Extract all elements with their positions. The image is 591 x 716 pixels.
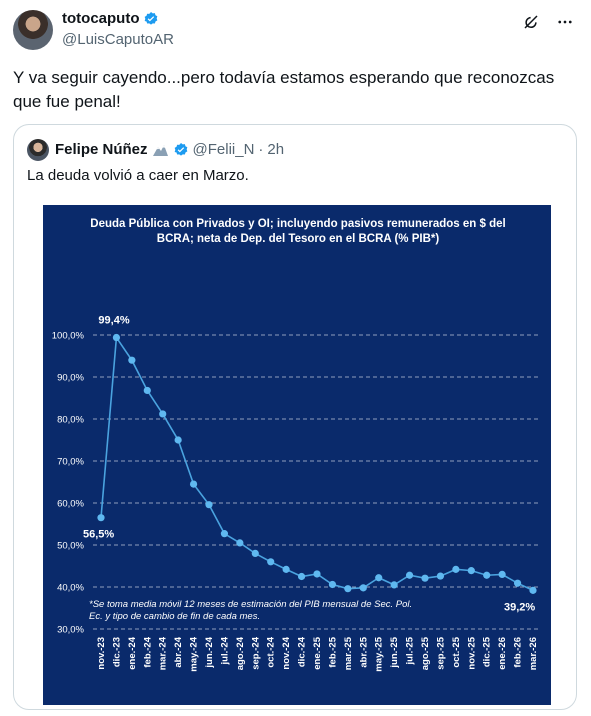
x-tick-label: mar.-25 [343,636,354,670]
data-point [513,579,522,587]
debt-chart-image[interactable]: Deuda Pública con Privados y OI; incluye… [43,205,551,705]
x-tick-label: dic.-23 [111,637,122,667]
x-tick-label: oct.-24 [266,636,277,667]
data-label: 56,5% [83,529,114,541]
x-tick-label: mar.-26 [528,637,539,670]
verified-badge-icon [174,142,187,156]
data-point [467,567,475,575]
x-tick-label: sep.-24 [250,636,261,669]
x-tick-label: abr.-25 [358,636,369,667]
author-handle[interactable]: @LuisCaputoAR [62,31,174,48]
data-point [143,386,151,395]
grok-icon[interactable] [521,12,541,32]
quoted-timestamp[interactable]: 2h [267,141,285,158]
x-tick-label: ene.-24 [127,636,138,669]
quoted-handle[interactable]: @Felii_N [192,141,255,158]
y-tick-label: 40,0% [57,583,84,594]
data-point [220,530,229,538]
data-point [436,572,445,580]
quoted-text: La deuda volvió a caer en Marzo. [27,167,249,184]
y-tick-label: 100,0% [52,331,85,342]
x-tick-label: feb.-24 [142,636,153,667]
x-tick-label: ene.-25 [312,636,323,669]
data-point [313,570,321,578]
x-tick-label: dic.-25 [482,636,493,667]
x-tick-label: ago.-24 [235,636,246,670]
chart-title: Deuda Pública con Privados y OI; incluye… [90,218,506,245]
x-tick-label: jun.-25 [389,636,400,668]
data-point [452,565,460,573]
x-tick-label: ago.-25 [420,636,431,670]
x-tick-label: ene.-26 [497,637,508,670]
tweet-actions-top [521,12,575,32]
data-point [112,333,121,342]
y-tick-label: 80,0% [57,415,84,426]
y-tick-label: 30,0% [57,625,84,636]
y-tick-label: 90,0% [57,373,84,384]
y-tick-label: 50,0% [57,541,84,552]
y-tick-label: 70,0% [57,457,84,468]
data-point [344,585,352,593]
x-tick-label: may.-25 [374,636,385,671]
x-tick-label: feb.-26 [513,637,524,668]
data-point [375,574,383,582]
data-point [267,558,275,566]
x-tick-label: dic.-24 [297,636,308,667]
data-point [405,571,414,579]
data-point [359,584,367,592]
data-point [251,549,259,557]
chart-footnote: *Se toma media móvil 12 meses de estimac… [89,599,413,622]
data-point [205,501,213,509]
quoted-tweet[interactable]: Felipe Núñez @Felii_N · 2h La deuda volv… [13,124,577,710]
mountain-emoji-icon [152,145,168,156]
series-line [100,335,534,592]
data-point [421,574,429,582]
x-tick-label: may.-24 [189,636,200,671]
data-label: 39,2% [504,601,535,613]
data-point [483,571,491,579]
more-icon[interactable] [555,12,575,32]
data-point [498,570,506,578]
x-tick-label: sep.-25 [435,636,446,669]
data-point [159,410,167,418]
data-point [189,480,198,488]
quoted-display-name[interactable]: Felipe Núñez [55,141,148,158]
x-tick-label: feb.-25 [327,636,338,667]
author-display-name[interactable]: totocaputo [62,10,140,27]
x-tick-label: mar.-24 [158,636,169,670]
data-point [282,565,290,573]
y-tick-label: 60,0% [57,499,84,510]
data-point [390,581,398,589]
quoted-author-avatar[interactable] [27,139,49,161]
author-avatar[interactable] [13,10,53,50]
x-tick-label: nov.-25 [466,636,477,669]
data-point [529,586,537,594]
x-tick-label: jun.-24 [204,636,215,668]
data-point [174,436,182,444]
quoted-header: Felipe Núñez @Felii_N · 2h [55,141,284,158]
verified-badge-icon [145,11,158,25]
x-tick-label: nov.-24 [281,636,292,669]
data-point [328,580,337,589]
data-label: 99,4% [98,315,129,327]
author-name-row: totocaputo [62,10,159,27]
data-point [236,539,244,547]
x-tick-label: abr.-24 [173,636,184,667]
x-tick-label: oct.-25 [451,636,462,667]
data-point [297,572,306,581]
tweet-text: Y va seguir cayendo...pero todavía estam… [13,68,555,111]
data-point [128,356,136,364]
line-chart: 30,0% 40,0% 50,0% 60,0% 70,0% 80,0% 90,0% 100,0… [52,315,541,672]
data-point [97,514,105,522]
separator-dot: · [258,141,264,158]
x-tick-label: nov.-23 [96,637,107,670]
x-tick-label: jul.-24 [219,636,230,665]
x-tick-label: jul.-25 [405,636,416,665]
